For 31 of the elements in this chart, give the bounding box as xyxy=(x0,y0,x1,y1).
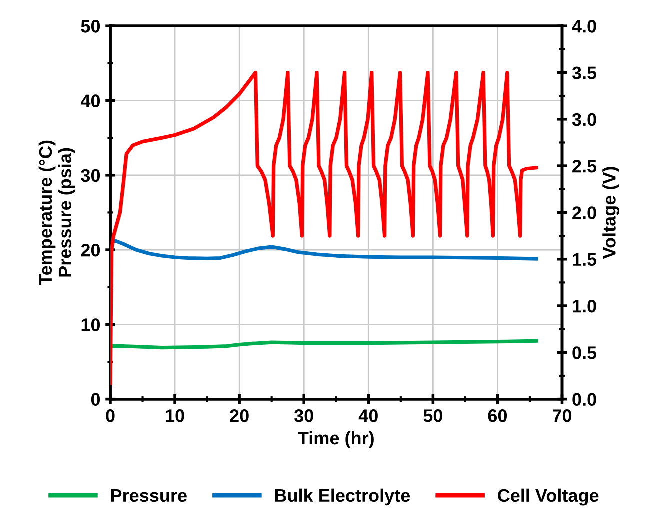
x-tick-label: 20 xyxy=(230,410,249,422)
y2-tick-label: 0.0 xyxy=(572,393,596,406)
y-tick-label: 10 xyxy=(82,318,100,332)
y-tick-label: 0 xyxy=(91,393,100,406)
y2-tick-label: 2.5 xyxy=(572,160,597,173)
x-tick-label: 50 xyxy=(424,410,442,422)
x-axis-title: Time (hr) xyxy=(298,431,374,448)
x-tick-label: 70 xyxy=(552,410,572,422)
x-tick-label: 0 xyxy=(106,410,115,422)
y-tick-label: 40 xyxy=(80,94,100,108)
x-tick-label: 30 xyxy=(294,410,314,422)
line-series xyxy=(110,70,538,386)
y2-tick-label: 3.5 xyxy=(572,66,597,80)
x-tick-label: 40 xyxy=(358,410,378,422)
y2-tick-label: 2.0 xyxy=(572,206,596,220)
y-tick-label: 30 xyxy=(81,169,100,182)
y2-axis-title: Voltage (V) xyxy=(602,167,620,260)
legend-label: Cell Voltage xyxy=(498,488,599,506)
legend-label: Pressure xyxy=(111,490,187,502)
y2-tick-label: 4.0 xyxy=(572,20,596,33)
y2-tick-label: 0.5 xyxy=(572,346,597,360)
y2-tick-label: 3.0 xyxy=(572,113,596,126)
y-axis-title: Temperature (°C) Pressure (psia) xyxy=(38,140,76,286)
y-tick-label: 20 xyxy=(81,244,100,257)
y-tick-label: 50 xyxy=(81,20,100,33)
x-tick-label: 60 xyxy=(488,410,508,422)
line-series xyxy=(110,339,538,350)
y2-tick-label: 1.0 xyxy=(573,300,596,313)
legend-label: Bulk Electrolyte xyxy=(275,488,410,506)
x-tick-label: 10 xyxy=(166,410,184,422)
y2-tick-label: 1.5 xyxy=(573,253,597,266)
